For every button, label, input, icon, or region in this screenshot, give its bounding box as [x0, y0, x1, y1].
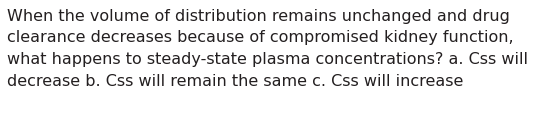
- Text: When the volume of distribution remains unchanged and drug
clearance decreases b: When the volume of distribution remains …: [7, 9, 528, 89]
